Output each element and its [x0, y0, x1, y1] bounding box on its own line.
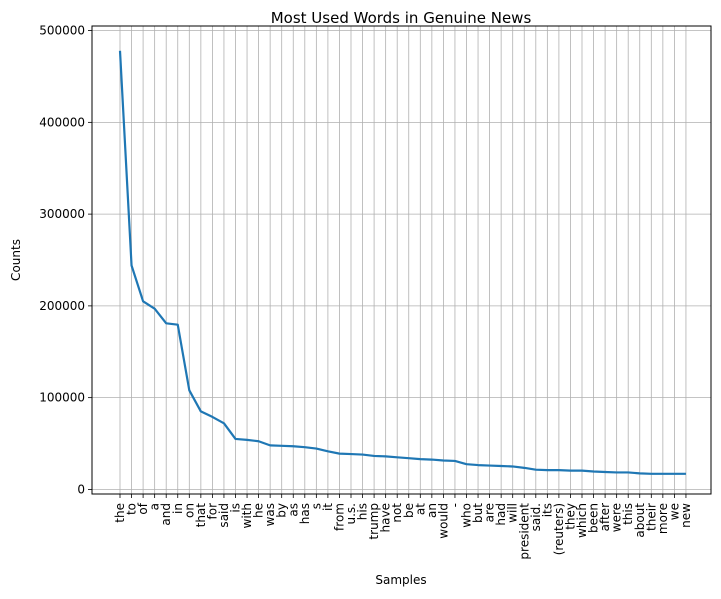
x-tick-label: a	[148, 503, 162, 510]
y-axis: 0 100000 200000 300000 400000 500000	[39, 24, 92, 496]
x-tick-label: -	[448, 503, 462, 507]
plot-frame	[91, 25, 712, 495]
x-tick-label: said	[217, 503, 231, 528]
x-tick-label: on	[182, 503, 196, 518]
x-tick-label: as	[286, 503, 300, 517]
x-tick-label: that	[194, 503, 208, 528]
x-tick-label: not	[390, 503, 404, 523]
y-tick-label: 400000	[39, 115, 85, 129]
x-tick-label: they	[563, 503, 577, 530]
x-tick-label: his	[356, 503, 370, 520]
x-tick-label: said.	[529, 503, 543, 531]
x-tick-label: have	[379, 503, 393, 532]
x-tick-label: which	[575, 503, 589, 538]
y-axis-label: Counts	[9, 239, 23, 281]
x-axis: thetoofaandinonthatforsaidiswithhewasbya…	[113, 494, 693, 560]
x-tick-label: was	[263, 503, 277, 526]
x-tick-label: has	[298, 503, 312, 524]
chart-title: Most Used Words in Genuine News	[271, 9, 532, 27]
series-line	[118, 50, 686, 475]
x-tick-label: about	[633, 503, 647, 538]
x-tick-label: of	[136, 502, 150, 514]
x-tick-label: its	[540, 503, 554, 517]
x-tick-label: new	[679, 503, 693, 528]
x-tick-label: an	[425, 503, 439, 518]
x-tick-label: their	[644, 503, 658, 531]
x-tick-label: are	[483, 503, 497, 522]
x-tick-label: after	[598, 503, 612, 531]
x-tick-label: we	[667, 503, 681, 520]
grid-lines	[92, 26, 711, 494]
x-tick-label: at	[413, 503, 427, 515]
x-tick-label: trump	[367, 503, 381, 540]
y-tick-label: 500000	[39, 24, 85, 38]
x-tick-label: s	[309, 503, 323, 509]
x-tick-label: who	[460, 503, 474, 528]
x-tick-label: to	[125, 503, 139, 515]
data-series	[118, 50, 686, 475]
x-tick-label: were	[610, 503, 624, 532]
x-tick-label: more	[656, 503, 670, 534]
y-tick-label: 200000	[39, 299, 85, 313]
x-axis-label: Samples	[375, 573, 426, 587]
y-tick-label: 100000	[39, 391, 85, 405]
x-tick-label: and	[159, 503, 173, 526]
x-tick-label: with	[240, 503, 254, 528]
x-tick-label: president	[517, 503, 531, 560]
x-tick-label: the	[113, 503, 127, 523]
x-tick-label: by	[275, 503, 289, 518]
y-tick-label: 0	[77, 482, 85, 496]
x-tick-label: from	[332, 503, 346, 531]
x-tick-label: had	[494, 503, 508, 526]
x-tick-label: will	[506, 503, 520, 523]
y-tick-label: 300000	[39, 207, 85, 221]
x-tick-label: it	[321, 503, 335, 511]
x-tick-label: he	[252, 503, 266, 518]
x-tick-label: (reuters)	[552, 503, 566, 555]
x-tick-label: for	[205, 503, 219, 520]
x-tick-label: would	[436, 503, 450, 539]
x-tick-label: been	[587, 503, 601, 533]
x-tick-label: is	[229, 503, 243, 513]
x-tick-label: u.s.	[344, 503, 358, 525]
x-tick-label: this	[621, 503, 635, 525]
x-tick-label: in	[171, 503, 185, 514]
x-tick-label: be	[402, 503, 416, 518]
x-tick-label: but	[471, 503, 485, 523]
